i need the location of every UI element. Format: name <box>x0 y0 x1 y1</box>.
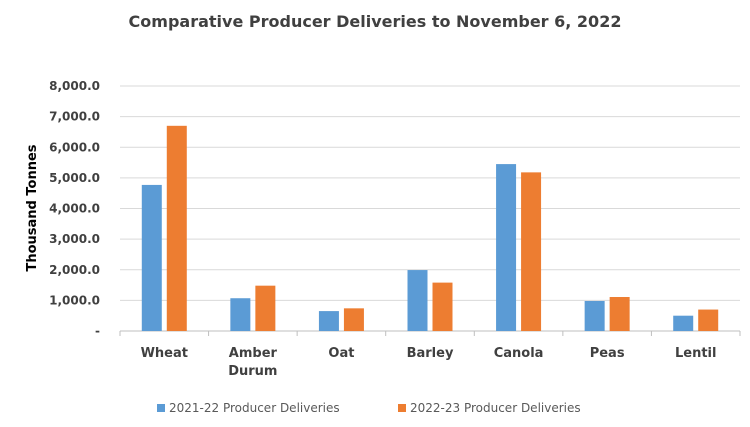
x-tick-label: Canola <box>494 346 544 361</box>
y-axis-label: Thousand Tonnes <box>25 144 40 271</box>
y-tick-label: 2,000.0 <box>49 263 100 277</box>
bar-series1 <box>496 164 517 331</box>
bar-series2 <box>343 308 364 331</box>
y-tick-label: - <box>95 324 100 338</box>
y-tick-label: 7,000.0 <box>49 110 100 124</box>
legend-swatch <box>157 404 165 412</box>
x-tick-label: Durum <box>228 364 277 379</box>
y-tick-label: 4,000.0 <box>49 202 100 216</box>
x-tick-label: Oat <box>328 346 354 361</box>
bar-series2 <box>255 285 276 331</box>
y-tick-label: 3,000.0 <box>49 232 100 246</box>
x-tick-label: Barley <box>407 346 454 361</box>
x-tick-label: Wheat <box>141 346 188 361</box>
bar-series2 <box>521 172 542 331</box>
y-tick-label: 5,000.0 <box>49 171 100 185</box>
bar-series2 <box>166 125 187 331</box>
x-tick-label: Peas <box>590 346 625 361</box>
bar-series1 <box>673 315 694 331</box>
bar-series1 <box>584 300 605 331</box>
x-tick-label: Amber <box>229 346 278 361</box>
legend-label: 2021-22 Producer Deliveries <box>169 401 340 415</box>
bar-series2 <box>432 282 453 331</box>
bar-series2 <box>698 309 719 331</box>
bar-series1 <box>407 270 428 331</box>
bar-series1 <box>230 298 251 331</box>
legend-swatch <box>398 404 406 412</box>
bar-series2 <box>609 297 630 331</box>
y-tick-label: 1,000.0 <box>49 293 100 307</box>
legend-label: 2022-23 Producer Deliveries <box>410 401 581 415</box>
bar-series1 <box>318 311 339 331</box>
y-tick-label: 8,000.0 <box>49 79 100 93</box>
y-tick-label: 6,000.0 <box>49 140 100 154</box>
x-tick-label: Lentil <box>675 346 716 361</box>
chart-title: Comparative Producer Deliveries to Novem… <box>129 12 622 31</box>
bar-series1 <box>141 184 162 331</box>
